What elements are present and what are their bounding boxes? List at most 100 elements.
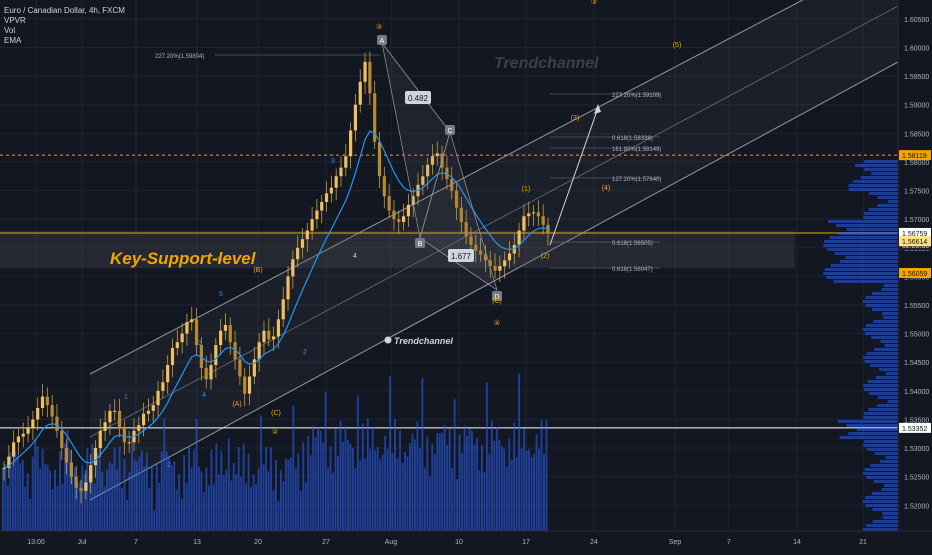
candle-body [79, 488, 83, 491]
volume-bar [31, 456, 34, 531]
legend-indicator-vol[interactable]: Vol [4, 26, 16, 35]
wave-label-orange: ③ [376, 23, 382, 31]
vpvr-bar [871, 336, 898, 339]
volume-bar [66, 429, 69, 531]
volume-bar [312, 425, 315, 531]
candle-body [185, 322, 189, 334]
volume-bar [319, 430, 322, 531]
volume-bar [418, 447, 421, 531]
abcd-point-a[interactable] [377, 35, 387, 45]
volume-bar [250, 487, 253, 531]
vpvr-bar [863, 384, 898, 387]
abcd-bd-line [419, 237, 498, 291]
vpvr-bar [846, 424, 898, 427]
vpvr-bar [877, 396, 898, 399]
vpvr-bar [869, 392, 898, 395]
volume-bar [190, 467, 193, 531]
candle-body [151, 405, 155, 411]
volume-bar [98, 441, 101, 531]
fib-label: 0.618(1.56505) [612, 241, 653, 247]
candle-body [156, 390, 160, 406]
volume-bar [446, 445, 449, 531]
volume-bar [163, 418, 166, 531]
volume-bar [384, 436, 387, 531]
projection-arrow-line[interactable] [549, 107, 599, 246]
candle-body [69, 462, 73, 477]
fib-label: 0.618(1.56047) [612, 267, 653, 273]
vpvr-bar [863, 472, 898, 475]
vpvr-bar [882, 516, 898, 519]
volume-bar [396, 458, 399, 531]
time-axis[interactable] [0, 531, 932, 550]
price-axis[interactable] [898, 0, 932, 531]
vpvr-bar [863, 416, 898, 419]
vpvr-bar [871, 292, 898, 295]
ratio-box-1 [405, 91, 431, 104]
volume-bar [371, 427, 374, 531]
legend-indicator-vpvr[interactable]: VPVR [4, 16, 26, 25]
abcd-point-c[interactable] [445, 125, 455, 135]
volume-bar [523, 428, 526, 531]
volume-bar [71, 474, 74, 531]
abcd-point-d[interactable] [492, 291, 502, 301]
volume-bar [237, 447, 240, 531]
vpvr-bar [881, 488, 898, 491]
support-zone[interactable] [0, 230, 795, 269]
vpvr-bar [865, 524, 898, 527]
candle-body [310, 219, 314, 231]
candle-body [430, 156, 435, 165]
vpvr-bar [865, 504, 898, 507]
trend-channel-upper-line[interactable] [89, 0, 898, 375]
volume-bar [406, 456, 409, 531]
volume-bar [46, 464, 49, 531]
price-tick-label: 1.57000 [904, 217, 929, 224]
vpvr-bar [848, 184, 898, 187]
vpvr-bar [875, 452, 898, 455]
candle-body [411, 196, 415, 205]
volume-bar [148, 487, 151, 531]
vpvr-bar [824, 268, 898, 271]
volume-bar [394, 419, 397, 531]
volume-bar [423, 467, 426, 531]
abcd-triangle-2[interactable] [419, 130, 498, 291]
volume-bar [458, 434, 461, 531]
volume-bar [73, 467, 76, 531]
candle-body [31, 419, 35, 429]
wave-label-orange: ① [216, 256, 222, 264]
vpvr-bar [864, 440, 898, 443]
candle-body [166, 365, 170, 383]
volume-bar [327, 467, 329, 531]
vpvr-bar [823, 244, 898, 247]
candle-body [103, 422, 107, 431]
candle-body [334, 176, 338, 188]
candle-body [60, 430, 64, 449]
volume-bar [525, 450, 528, 531]
volume-bar [401, 462, 404, 531]
volume-bar [49, 470, 52, 531]
volume-bar [349, 443, 352, 531]
legend-symbol[interactable]: Euro / Canadian Dollar, 4h, FXCM [4, 6, 125, 15]
volume-bar [262, 464, 265, 531]
candle-body [243, 376, 247, 394]
volume-bar [535, 434, 538, 531]
vpvr-bar [863, 356, 898, 359]
candle-body [368, 61, 372, 94]
abcd-point-b[interactable] [415, 238, 425, 248]
volume-bar [64, 443, 66, 531]
price-tag [899, 150, 931, 161]
volume-bar [344, 425, 347, 531]
vpvr-bar [882, 512, 898, 515]
volume-bar [297, 453, 300, 531]
legend-indicator-ema[interactable]: EMA [4, 36, 22, 45]
volume-bar [21, 460, 24, 531]
volume-bar [359, 459, 362, 531]
candle-body [204, 367, 208, 380]
vpvr-bar [840, 260, 898, 263]
volume-bar [193, 449, 195, 531]
volume-bar [160, 451, 163, 531]
volume-bar [366, 418, 369, 531]
wave-label-orange: (5) [673, 42, 682, 49]
vpvr-bar [879, 368, 898, 371]
